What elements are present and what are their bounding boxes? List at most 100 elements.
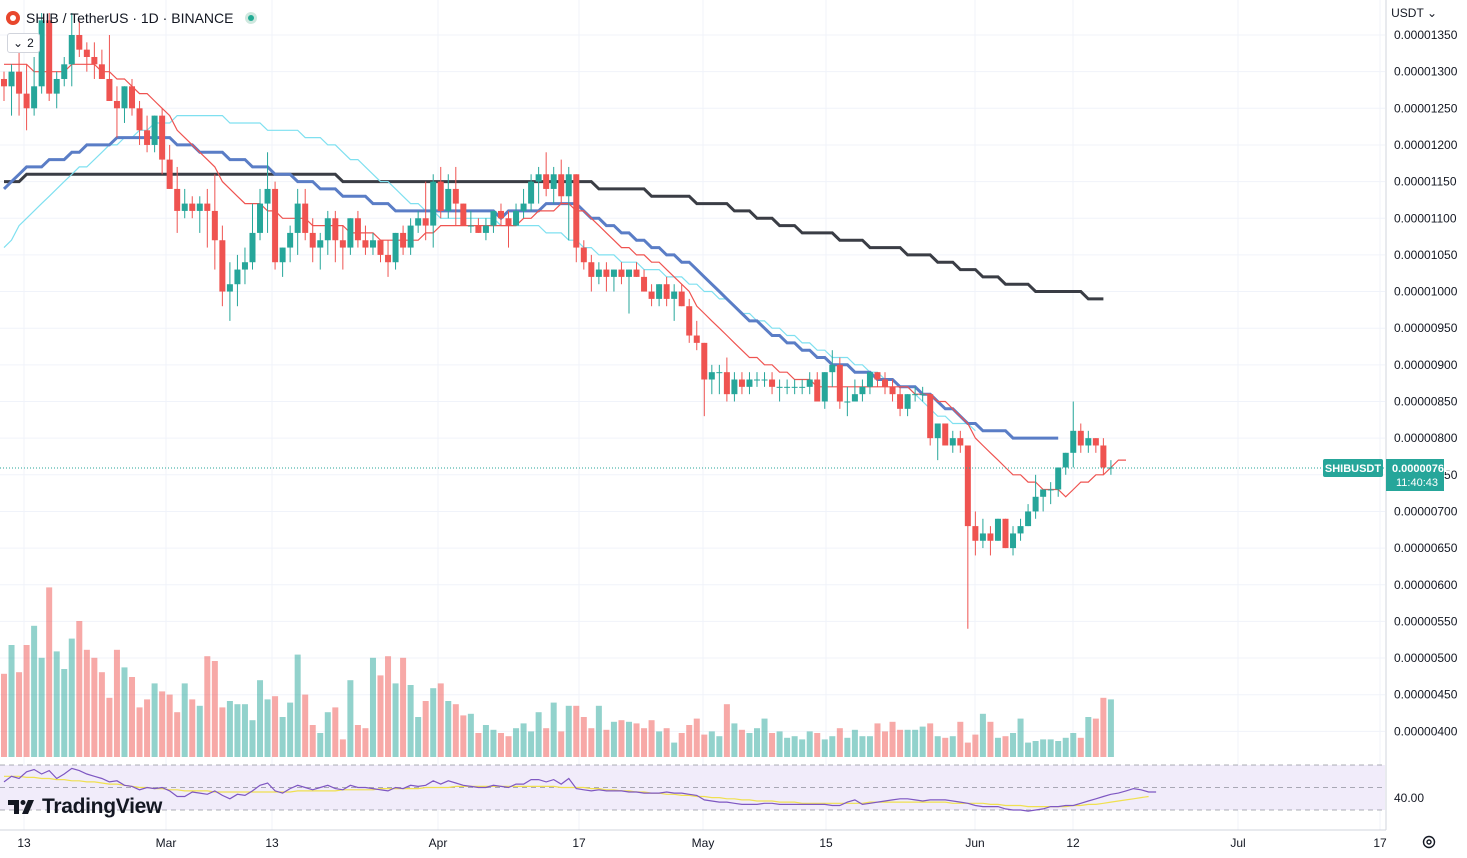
price-tick-label: 0.00000450 (1394, 688, 1458, 702)
candle-body (452, 188, 459, 204)
volume-bar (806, 731, 813, 757)
ma-short-line (4, 63, 1126, 498)
candle-body (1025, 511, 1032, 527)
moving-averages (2, 63, 1126, 498)
volume-bar (309, 725, 316, 757)
symbol-title[interactable]: SHIB / TetherUS · 1D · BINANCE (26, 10, 234, 26)
price-tick-label: 0.00001250 (1394, 101, 1458, 115)
volume-bar (708, 731, 715, 757)
volume-bar (851, 729, 858, 757)
volume-bar (181, 683, 188, 757)
candle-body (302, 203, 309, 233)
volume-bar (226, 701, 233, 757)
tradingview-logo[interactable]: TradingView (8, 795, 162, 819)
volume-bar (565, 705, 572, 757)
candle-body (181, 203, 188, 211)
candle-body (1062, 452, 1069, 468)
volume-bar (385, 656, 392, 757)
volume-bar (31, 625, 38, 757)
candle-body (791, 386, 798, 388)
volume-bar (656, 731, 663, 757)
volume-bar (257, 680, 264, 757)
volume-bar (467, 713, 474, 757)
rsi-axis-label: 40.00 (1394, 791, 1424, 805)
volume-bar (392, 683, 399, 757)
candle-body (106, 78, 113, 101)
candle-body (641, 276, 648, 292)
candle-body (407, 225, 414, 248)
candle-body (987, 533, 994, 541)
candle-body (580, 247, 587, 263)
volume-bar (1107, 699, 1114, 757)
candle-body (934, 423, 941, 439)
candle-body (241, 262, 248, 270)
candle-body (129, 86, 136, 109)
candle-body (204, 203, 211, 211)
volume-bar (633, 723, 640, 757)
volume-bar (987, 721, 994, 757)
volume-bar (723, 704, 730, 757)
volume-bar (505, 736, 512, 757)
volume-bar (362, 728, 369, 757)
candle-body (226, 284, 233, 292)
volume-bar (1010, 733, 1017, 757)
price-tick-label: 0.00001150 (1394, 175, 1457, 189)
candle-body (339, 240, 346, 248)
volume-bar (603, 729, 610, 757)
candle-body (400, 232, 407, 248)
time-axis-label: Jul (1230, 836, 1245, 850)
price-tick-label: 0.00001350 (1394, 28, 1458, 42)
time-axis-label: Mar (156, 836, 177, 850)
volume-bar (791, 736, 798, 757)
volume-bar (151, 683, 158, 757)
volume-bar (211, 661, 218, 757)
volume-bar (746, 733, 753, 757)
indicator-toggle[interactable]: ⌄ 2 (7, 33, 40, 53)
volume-bar (776, 731, 783, 757)
volume-bar (407, 685, 414, 757)
volume-bar (814, 733, 821, 757)
chevron-down-icon: ⌄ (13, 36, 24, 50)
volume-bar (520, 723, 527, 757)
candle-body (460, 203, 467, 226)
volume-bar (347, 680, 354, 757)
candle-body (475, 225, 482, 233)
volume-bar (972, 734, 979, 757)
chart-header[interactable]: SHIB / TetherUS · 1D · BINANCE (6, 6, 258, 30)
candle-body (332, 218, 339, 241)
candle-body (1055, 467, 1062, 490)
settings-gear-icon[interactable] (1421, 834, 1437, 850)
volume-bar (678, 733, 685, 757)
candle-body (784, 386, 791, 388)
candle-body (257, 203, 264, 233)
volume-bar (166, 694, 173, 757)
price-axis[interactable]: 0.00001350 0.00001300 0.00001250 0.00001200… (1394, 28, 1458, 738)
candle-body (497, 210, 504, 219)
volume-bar (76, 621, 83, 757)
candle-body (8, 71, 15, 87)
volume-bar (287, 702, 294, 757)
volume-bar (106, 697, 113, 757)
candle-body (543, 174, 550, 189)
candle-body (550, 174, 557, 189)
candle-body (866, 372, 873, 387)
rsi-line (3, 767, 1157, 812)
candle-body (565, 174, 572, 197)
volume-bar (144, 699, 151, 757)
time-axis[interactable]: 13 Mar 13 Apr 17 May 15 Jun 12 Jul 17 (17, 836, 1387, 850)
candle-body (889, 386, 896, 395)
candle-body (324, 218, 331, 241)
candle-body (738, 379, 745, 387)
candle-body (603, 269, 610, 277)
volume-bar (610, 721, 617, 757)
candle-body (535, 174, 542, 182)
candle-body (979, 533, 986, 541)
time-axis-label: Apr (429, 836, 448, 850)
volume-bar (377, 675, 384, 757)
volume-bar (769, 733, 776, 757)
volume-bar (264, 699, 271, 757)
candle-body (46, 20, 53, 94)
currency-selector[interactable]: USDT ⌄ (1391, 6, 1437, 20)
volume-bar (159, 691, 166, 757)
